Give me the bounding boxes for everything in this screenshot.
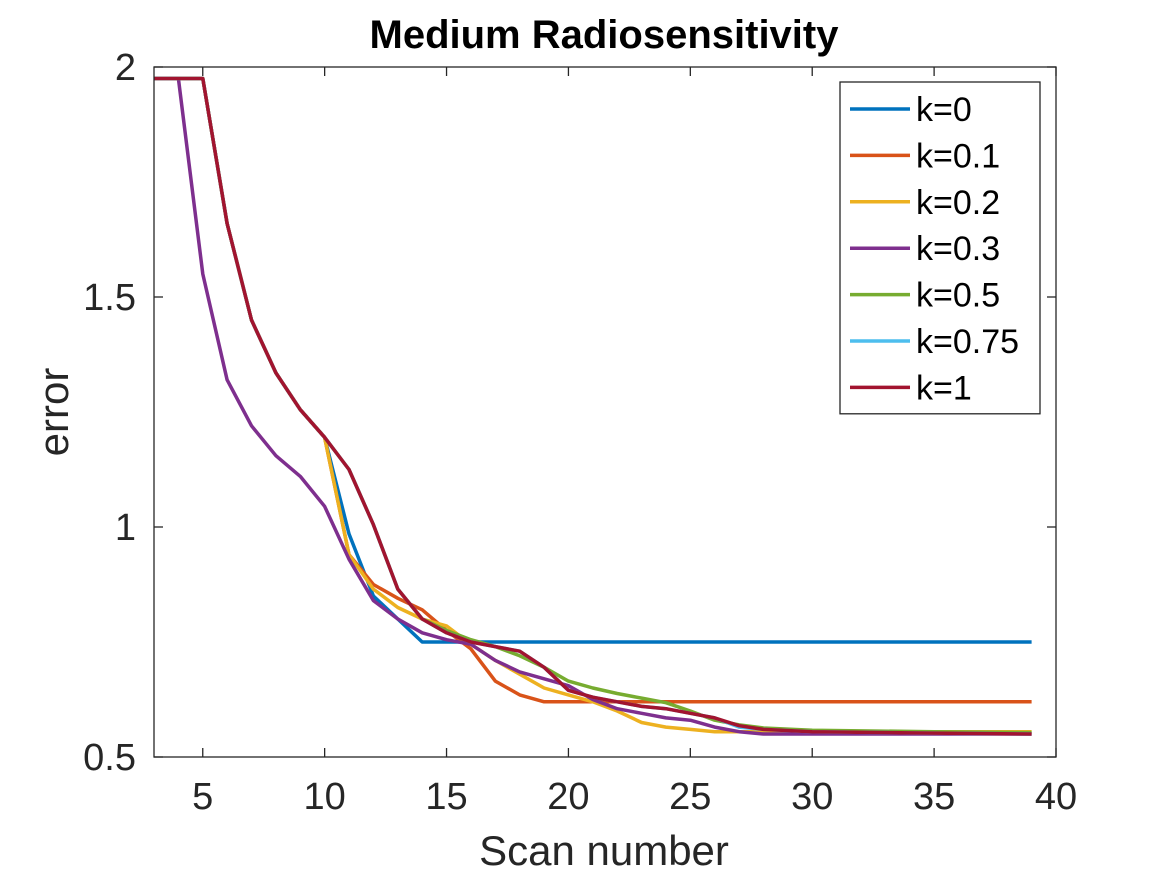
x-tick-label: 35 [913, 776, 955, 818]
legend-entry: k=1 [916, 369, 972, 407]
series-layer [154, 76, 1032, 736]
legend-entry: k=0.3 [916, 230, 1000, 268]
legend-entry: k=0.75 [916, 323, 1019, 361]
legend-entry: k=0.1 [916, 137, 1000, 175]
x-tick-label: 25 [669, 776, 711, 818]
x-tick-label: 10 [304, 776, 346, 818]
tick-layer: 5 10 15 20 25 30 35 40 0.5 1 1.5 2 [83, 47, 1077, 818]
y-tick-label: 0.5 [83, 737, 136, 779]
x-tick-label: 5 [192, 776, 213, 818]
y-tick-label: 1 [115, 507, 136, 549]
series-line-k-1 [154, 76, 1032, 736]
x-tick-label: 15 [425, 776, 467, 818]
y-axis-label: error [30, 368, 77, 457]
x-tick-label: 20 [547, 776, 589, 818]
legend-entry: k=0 [916, 91, 972, 129]
x-tick-label: 30 [791, 776, 833, 818]
x-tick-label: 40 [1035, 776, 1077, 818]
chart-title: Medium Radiosensitivity [370, 13, 840, 57]
legend-entry: k=0.5 [916, 277, 1000, 315]
y-tick-label: 1.5 [83, 277, 136, 319]
y-tick-label: 2 [115, 47, 136, 89]
plot-frame [153, 66, 1057, 758]
legend: k=0 k=0.1 k=0.2 k=0.3 k=0.5 k=0.75 k=1 [839, 81, 1041, 415]
legend-entry: k=0.2 [916, 184, 1000, 222]
series-line-k-0-3 [154, 76, 1032, 736]
x-axis-label: Scan number [479, 827, 729, 874]
